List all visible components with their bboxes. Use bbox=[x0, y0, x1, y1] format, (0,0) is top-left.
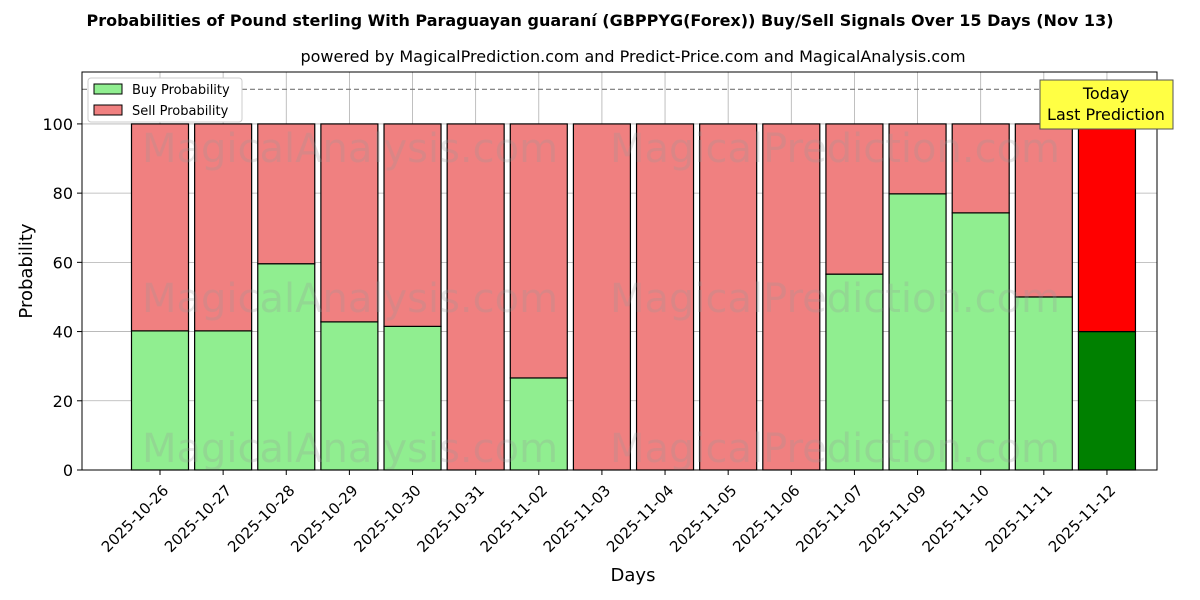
watermark: MagicalPrediction.com bbox=[610, 126, 1060, 172]
sell-bar bbox=[888, 123, 947, 195]
sell-bar bbox=[320, 123, 379, 323]
watermark: MagicalPrediction.com bbox=[610, 426, 1060, 472]
sell-bar bbox=[446, 123, 505, 471]
buy-bar bbox=[509, 377, 568, 471]
y-axis-label: Probability bbox=[16, 223, 37, 318]
y-tick-label: 0 bbox=[63, 461, 73, 480]
sell-bar bbox=[257, 123, 316, 265]
x-tick-label: 2025-11-07 bbox=[792, 482, 866, 556]
x-tick-label: 2025-11-03 bbox=[540, 482, 614, 556]
sell-bar bbox=[194, 123, 253, 332]
x-axis-label: Days bbox=[611, 565, 656, 586]
chart-title: Probabilities of Pound sterling With Par… bbox=[86, 11, 1113, 30]
sell-bar bbox=[383, 123, 442, 327]
y-tick-label: 60 bbox=[53, 253, 73, 272]
buy-bar bbox=[383, 325, 442, 471]
x-tick-label: 2025-10-30 bbox=[350, 482, 424, 556]
x-tick-label: 2025-10-31 bbox=[414, 482, 488, 556]
bars bbox=[130, 123, 1137, 471]
chart-subtitle: powered by MagicalPrediction.com and Pre… bbox=[300, 47, 965, 66]
x-tick-label: 2025-11-04 bbox=[603, 482, 677, 556]
buy-bar bbox=[194, 330, 253, 471]
watermark: MagicalPrediction.com bbox=[610, 276, 1060, 322]
legend: Buy Probability Sell Probability bbox=[87, 77, 243, 123]
buy-bar bbox=[888, 193, 947, 471]
today-annotation: Today Last Prediction bbox=[1039, 79, 1174, 130]
y-tick-label: 20 bbox=[53, 392, 73, 411]
x-tick-label: 2025-10-27 bbox=[161, 482, 235, 556]
plot-frame bbox=[81, 71, 1158, 471]
x-tick-label: 2025-11-09 bbox=[855, 482, 929, 556]
sell-bar bbox=[699, 123, 758, 471]
sell-bar bbox=[762, 123, 821, 471]
x-axis: 2025-10-262025-10-272025-10-282025-10-29… bbox=[98, 470, 1119, 556]
x-tick-label: 2025-11-06 bbox=[729, 482, 803, 556]
sell-bar bbox=[825, 123, 884, 275]
buy-bar bbox=[257, 263, 316, 471]
y-tick-label: 80 bbox=[53, 184, 73, 203]
sell-bar bbox=[130, 123, 190, 332]
y-tick-label: 100 bbox=[42, 115, 73, 134]
watermark: MagicalAnalysis.com bbox=[142, 126, 558, 172]
legend-buy-label: Buy Probability bbox=[132, 83, 230, 98]
sell-bar bbox=[509, 123, 568, 379]
sell-bar bbox=[1014, 123, 1073, 298]
annotation-line2: Last Prediction bbox=[1047, 105, 1165, 124]
buy-bar bbox=[825, 273, 884, 471]
y-tick-label: 40 bbox=[53, 323, 73, 342]
x-tick-label: 2025-10-26 bbox=[98, 482, 172, 556]
buy-bar bbox=[951, 212, 1010, 471]
legend-sell-swatch bbox=[93, 104, 123, 116]
legend-sell-label: Sell Probability bbox=[132, 104, 229, 119]
x-tick-label: 2025-10-29 bbox=[287, 482, 361, 556]
buy-bar bbox=[1077, 330, 1137, 471]
x-tick-label: 2025-11-02 bbox=[477, 482, 551, 556]
x-tick-label: 2025-11-12 bbox=[1045, 482, 1119, 556]
x-tick-label: 2025-11-11 bbox=[982, 482, 1056, 556]
watermark: MagicalAnalysis.com bbox=[142, 276, 558, 322]
legend-buy-swatch bbox=[93, 83, 123, 95]
sell-bar bbox=[1077, 123, 1137, 333]
watermarks: MagicalAnalysis.com MagicalPrediction.com… bbox=[142, 126, 1060, 472]
buy-bar bbox=[1014, 296, 1073, 471]
x-tick-label: 2025-11-10 bbox=[919, 482, 993, 556]
watermark: MagicalAnalysis.com bbox=[142, 426, 558, 472]
sell-bar bbox=[635, 123, 695, 471]
y-axis: 0 20 40 60 80 100 bbox=[42, 115, 82, 480]
sell-bar bbox=[572, 123, 632, 471]
buy-bar bbox=[320, 321, 379, 471]
x-tick-label: 2025-10-28 bbox=[224, 482, 298, 556]
annotation-line1: Today bbox=[1082, 84, 1129, 103]
x-tick-label: 2025-11-05 bbox=[666, 482, 740, 556]
sell-bar bbox=[951, 123, 1010, 214]
